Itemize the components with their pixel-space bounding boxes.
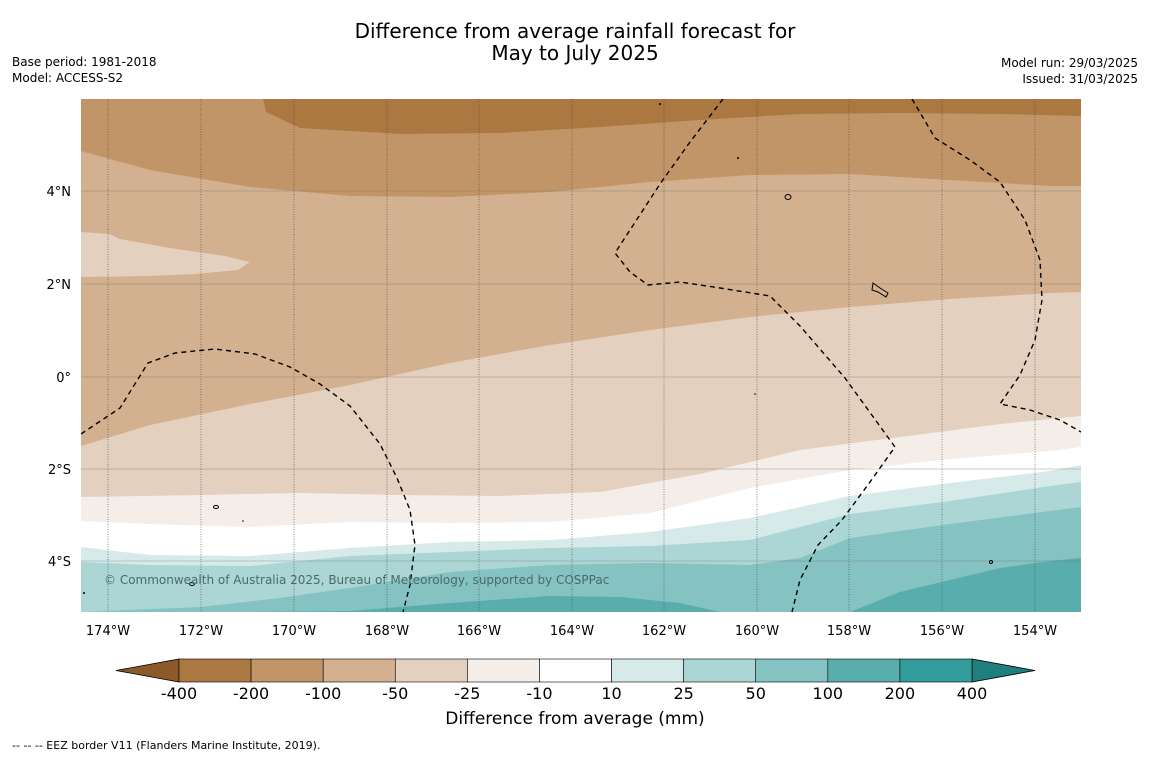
lat-label: 2°N	[47, 278, 72, 293]
lon-label: 158°W	[827, 624, 871, 639]
lon-label: 168°W	[365, 624, 409, 639]
colorbar-extend-low	[116, 659, 179, 682]
lat-label: 0°	[56, 371, 71, 386]
longitude-labels: 174°W 172°W 170°W 168°W 166°W 164°W 162°…	[86, 624, 1057, 639]
colorbar-label: Difference from average (mm)	[0, 709, 1150, 729]
colorbar-tick-label: -400	[161, 684, 197, 703]
colorbar-swatch	[467, 659, 539, 682]
colorbar-tick-label: -200	[233, 684, 269, 703]
colorbar-swatch	[900, 659, 972, 682]
map-plot-area: © Commonwealth of Australia 2025, Bureau…	[81, 99, 1081, 612]
colorbar-swatch	[395, 659, 467, 682]
colorbar-tick-label: -50	[382, 684, 408, 703]
colorbar-extend-high	[972, 659, 1035, 682]
lon-label: 166°W	[457, 624, 501, 639]
colorbar-tick-label: -10	[526, 684, 552, 703]
colorbar-tick-label: 25	[673, 684, 693, 703]
lon-label: 164°W	[550, 624, 594, 639]
colorbar-swatch	[828, 659, 900, 682]
colorbar-swatch	[539, 659, 611, 682]
colorbar-swatch	[179, 659, 251, 682]
colorbar-tick-label: 100	[813, 684, 844, 703]
colorbar-swatch	[684, 659, 756, 682]
lon-label: 162°W	[642, 624, 686, 639]
colorbar-tick-label: 10	[601, 684, 621, 703]
lat-label: 2°S	[48, 463, 71, 478]
lon-label: 156°W	[920, 624, 964, 639]
colorbar-swatch	[251, 659, 323, 682]
colorbar: -400 -200 -100 -50 -25 -10 10 25 50 100 200 400	[116, 659, 1035, 703]
latitude-labels: 4°N 2°N 0° 2°S 4°S	[47, 185, 72, 570]
colorbar-tick-label: 200	[885, 684, 916, 703]
colorbar-swatch	[612, 659, 684, 682]
lon-label: 172°W	[179, 624, 223, 639]
lat-label: 4°N	[47, 185, 72, 200]
lon-label: 170°W	[272, 624, 316, 639]
colorbar-tick-label: -100	[305, 684, 341, 703]
lon-label: 174°W	[86, 624, 130, 639]
lat-label: 4°S	[48, 555, 71, 570]
colorbar-tick-label: -25	[454, 684, 480, 703]
colorbar-swatch	[323, 659, 395, 682]
colorbar-swatch	[756, 659, 828, 682]
colorbar-tick-label: 400	[957, 684, 988, 703]
lon-label: 160°W	[735, 624, 779, 639]
lon-label: 154°W	[1013, 624, 1057, 639]
colorbar-tick-label: 50	[746, 684, 766, 703]
copyright-text: © Commonwealth of Australia 2025, Bureau…	[104, 573, 609, 587]
rainfall-map: © Commonwealth of Australia 2025, Bureau…	[0, 0, 1150, 758]
footnote: -- -- -- EEZ border V11 (Flanders Marine…	[12, 739, 320, 752]
